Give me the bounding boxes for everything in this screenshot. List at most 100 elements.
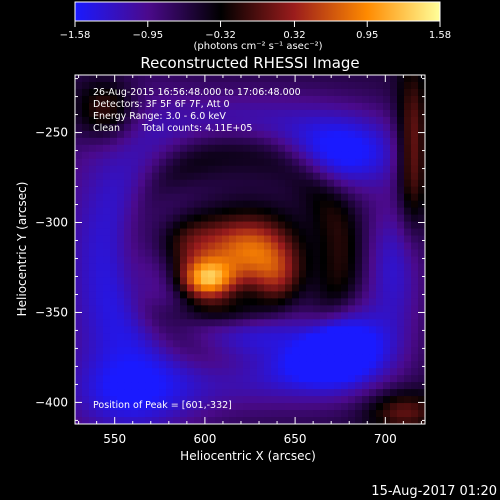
heatmap-cell [411,382,419,390]
heatmap-cell [264,263,272,272]
heatmap-cell [299,298,307,306]
heatmap-cell [222,186,230,195]
heatmap-cell [404,102,412,111]
heatmap-cell [166,207,174,216]
heatmap-cell [327,144,335,153]
heatmap-cell [152,109,160,118]
heatmap-cell [313,158,321,167]
heatmap-cell [89,75,97,83]
heatmap-cell [369,186,377,195]
heatmap-cell [180,417,188,424]
heatmap-cell [397,102,405,111]
heatmap-cell [390,312,398,320]
heatmap-cell [257,396,265,404]
heatmap-cell [173,298,181,306]
annotation-clean: Clean [93,123,120,134]
heatmap-cell [257,326,265,334]
heatmap-cell [341,193,349,202]
heatmap-cell [327,347,335,355]
heatmap-cell [257,95,265,104]
heatmap-cell [138,368,146,376]
heatmap-cell [264,116,272,125]
heatmap-cell [404,263,412,272]
heatmap-cell [187,81,195,90]
heatmap-cell [257,123,265,132]
heatmap-cell [180,81,188,90]
heatmap-cell [348,207,356,216]
heatmap-cell [313,144,321,153]
heatmap-cell [327,361,335,369]
heatmap-cell [96,158,104,167]
heatmap-cell [257,382,265,390]
heatmap-cell [292,172,300,181]
heatmap-cell [264,179,272,188]
heatmap-cell [222,165,230,174]
heatmap-cell [383,333,391,341]
heatmap-cell [180,361,188,369]
heatmap-cell [390,95,398,104]
heatmap-cell [278,102,286,111]
heatmap-cell [124,291,132,299]
heatmap-cell [411,144,419,153]
heatmap-cell [124,326,132,334]
heatmap-cell [138,144,146,153]
heatmap-cell [110,172,118,181]
heatmap-cell [348,340,356,348]
heatmap-cell [334,102,342,111]
heatmap-cell [334,214,342,223]
heatmap-cell [229,179,237,188]
heatmap-cell [201,256,209,265]
heatmap-cell [404,214,412,223]
heatmap-cell [250,207,258,216]
heatmap-cell [348,284,356,292]
heatmap-cell [152,263,160,272]
heatmap-cell [348,151,356,160]
heatmap-cell [131,319,139,327]
heatmap-cell [313,333,321,341]
heatmap-cell [145,389,153,397]
heatmap-cell [376,165,384,174]
heatmap-cell [152,186,160,195]
heatmap-cell [306,291,314,299]
heatmap-cell [334,88,342,97]
heatmap-cell [215,298,223,306]
heatmap-cell [103,158,111,167]
heatmap-cell [397,151,405,160]
heatmap-cell [299,172,307,181]
heatmap-cell [369,75,377,83]
heatmap-cell [131,382,139,390]
heatmap-cell [96,207,104,216]
heatmap-cell [222,403,230,411]
heatmap-cell [271,277,279,285]
heatmap-cell [166,284,174,292]
heatmap-cell [278,88,286,97]
heatmap-cell [222,382,230,390]
heatmap-cell [131,172,139,181]
heatmap-cell [159,165,167,174]
heatmap-cell [250,221,258,230]
heatmap-cell [250,193,258,202]
heatmap-cell [369,200,377,209]
heatmap-cell [334,228,342,237]
heatmap-cell [418,249,425,258]
heatmap-cell [341,235,349,244]
heatmap-cell [397,270,405,279]
heatmap-cell [96,179,104,188]
heatmap-cell [138,410,146,418]
heatmap-cell [138,256,146,265]
heatmap-cell [348,75,356,83]
heatmap-cell [208,375,216,383]
heatmap-cell [222,347,230,355]
heatmap-cell [397,137,405,146]
heatmap-cell [243,368,251,376]
heatmap-cell [110,221,118,230]
heatmap-cell [327,305,335,313]
heatmap-cell [173,116,181,125]
heatmap-cell [89,396,97,404]
heatmap-cell [243,200,251,209]
heatmap-cell [411,361,419,369]
heatmap-cell [187,284,195,292]
heatmap-cell [117,165,125,174]
heatmap-cell [390,193,398,202]
heatmap-cell [271,319,279,327]
